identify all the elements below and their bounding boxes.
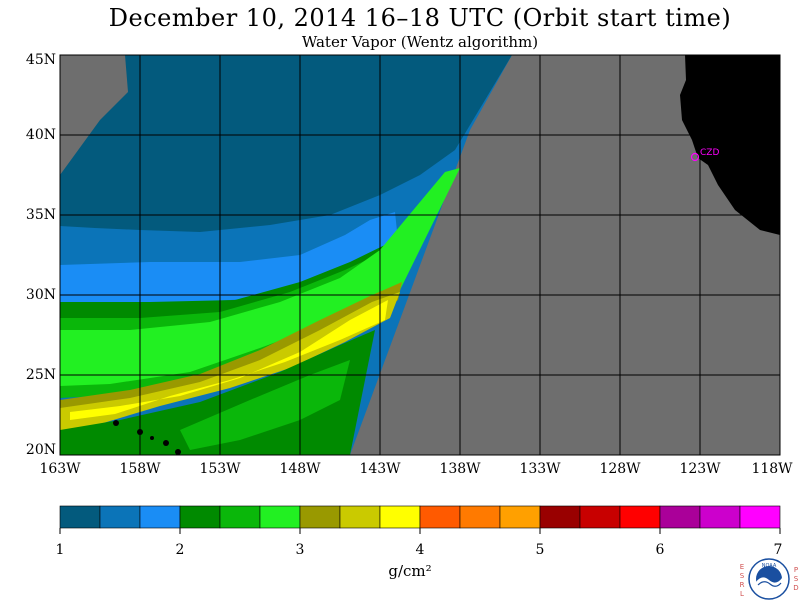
colorbar-swatch (499, 505, 541, 529)
esrl-letter: R (739, 581, 745, 589)
colorbar-tick-label: 5 (535, 542, 545, 558)
vapor-band-olive (60, 282, 402, 428)
esrl-letter: E (739, 563, 745, 571)
colorbar-swatch (299, 505, 341, 529)
esrl-letters: E S R L (738, 563, 746, 599)
island (113, 420, 119, 426)
colorbar-tick-label: 7 (773, 542, 783, 558)
colorbar-swatch (259, 505, 301, 529)
colorbar-tick-label: 1 (55, 542, 65, 558)
colorbar (59, 505, 781, 534)
satellite-swath (60, 55, 512, 455)
lat-label: 30N (25, 287, 56, 303)
colorbar-swatch (139, 505, 181, 529)
island (150, 436, 154, 440)
station-label: CZD (700, 148, 719, 158)
colorbar-swatch (739, 505, 781, 529)
colorbar-swatch (379, 505, 421, 529)
colorbar-swatch (419, 505, 461, 529)
colorbar-swatch (179, 505, 221, 529)
esrl-letter: S (739, 572, 745, 580)
colorbar-tick-label: 6 (655, 542, 665, 558)
map-title: December 10, 2014 16–18 UTC (Orbit start… (108, 4, 732, 32)
no-data-gap (60, 55, 128, 175)
station-marker (690, 152, 700, 162)
lon-label: 163W (39, 461, 81, 477)
colorbar-tick-label: 4 (415, 542, 425, 558)
noaa-logo-text: NOAA (762, 563, 777, 569)
vapor-band-lightolive (60, 292, 400, 432)
lon-label: 153W (199, 461, 241, 477)
esrl-letter: L (740, 590, 744, 598)
island (175, 449, 181, 455)
noaa-logo-icon: NOAA (748, 558, 790, 600)
vapor-band-brightgreen (60, 168, 460, 386)
psd-letter: P (793, 566, 799, 574)
lat-label: 40N (25, 127, 56, 143)
map-border (59, 54, 781, 456)
lon-label: 148W (279, 461, 321, 477)
island (163, 440, 169, 446)
vapor-band-darkblue (60, 55, 512, 232)
colorbar-units: g/cm² (388, 562, 432, 580)
lat-label: 25N (25, 367, 56, 383)
colorbar-swatch (539, 505, 581, 529)
lat-label: 20N (25, 442, 56, 458)
lon-label: 118W (751, 461, 793, 477)
lon-label: 128W (599, 461, 641, 477)
land-mass (680, 55, 780, 235)
colorbar-swatch (99, 505, 141, 529)
map-subtitle: Water Vapor (Wentz algorithm) (301, 33, 539, 51)
psd-letters: P S D (792, 566, 800, 593)
lat-label: 45N (25, 52, 56, 68)
colorbar-swatch (659, 505, 701, 529)
colorbar-swatch (699, 505, 741, 529)
psd-letter: D (793, 584, 799, 592)
vapor-band-southgreen (60, 330, 375, 455)
psd-letter: S (793, 575, 799, 583)
colorbar-swatch (579, 505, 621, 529)
lon-label: 138W (439, 461, 481, 477)
colorbar-swatch (619, 505, 661, 529)
lon-label: 123W (679, 461, 721, 477)
colorbar-swatch (59, 505, 101, 529)
colorbar-swatch (459, 505, 501, 529)
lat-label: 35N (25, 207, 56, 223)
lon-label: 158W (119, 461, 161, 477)
colorbar-swatch (219, 505, 261, 529)
colorbar-tick-label: 3 (295, 542, 305, 558)
colorbar-swatch (339, 505, 381, 529)
vapor-band-southgreen2 (180, 360, 350, 450)
colorbar-tick-label: 2 (175, 542, 185, 558)
lon-label: 143W (359, 461, 401, 477)
lon-label: 133W (519, 461, 561, 477)
lat-lon-grid (60, 55, 780, 455)
